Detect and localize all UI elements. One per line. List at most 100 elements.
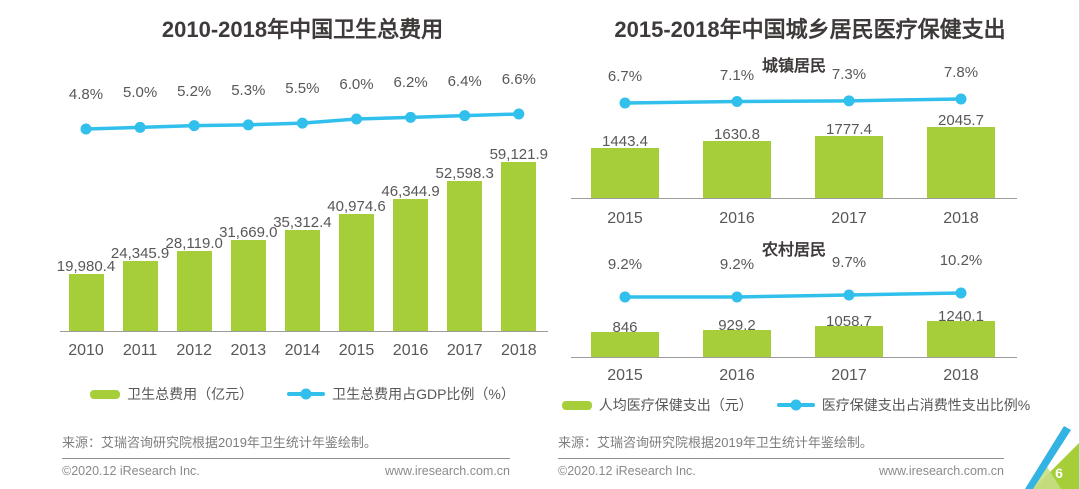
website-text: www.iresearch.com.cn (384, 464, 510, 478)
pct-left-2011: 5.0% (122, 84, 158, 102)
footer-divider-right (558, 458, 1004, 459)
legend-line-label: 医疗保健支出占消费性支出比例% (821, 397, 1031, 413)
page-corner-decoration: 6 (1025, 426, 1079, 489)
year-left-2013: 2013 (230, 342, 267, 359)
pct-rural-2016: 9.2% (719, 256, 755, 273)
bar-urban-2016 (703, 141, 771, 198)
year-rural-2015: 2015 (607, 367, 643, 384)
line-point-left-2015 (351, 113, 362, 125)
year-urban-2015: 2015 (607, 210, 643, 227)
pct-left-2017: 6.4% (447, 72, 482, 90)
source-note-right: 来源：艾瑞咨询研究院根据2019年卫生统计年鉴绘制。 (558, 435, 873, 450)
bar-value-urban-2016: 1630.8 (714, 126, 760, 144)
bar-left-2014 (284, 230, 320, 331)
trend-line-rural (625, 291, 962, 299)
bar-value-urban-2017: 1777.4 (826, 121, 872, 139)
corner-light-green-triangle (1031, 465, 1061, 489)
line-point-urban-2016 (731, 96, 743, 108)
bar-value-left-2016: 46,344.9 (381, 182, 440, 200)
year-rural-2016: 2016 (719, 367, 755, 384)
bar-rural-2015 (591, 332, 659, 357)
legend-bar-label: 卫生总费用（亿元） (127, 386, 254, 402)
line-point-urban-2018 (955, 93, 967, 105)
year-left-2016: 2016 (392, 342, 429, 359)
bar-legend-swatch-icon (90, 389, 121, 399)
year-urban-2017: 2017 (831, 210, 867, 227)
line-point-left-2017 (459, 110, 471, 122)
pct-urban-2016: 7.1% (719, 66, 755, 84)
line-point-left-2011 (134, 121, 146, 133)
legend-item-bar: 卫生总费用（亿元） (90, 384, 253, 404)
bar-rural-2016 (703, 330, 771, 357)
rural-chart-subtitle: 农村居民 (761, 242, 826, 259)
pct-left-2010: 4.8% (68, 86, 104, 103)
bar-value-left-2013: 31,669.0 (219, 224, 278, 242)
year-left-2012: 2012 (176, 342, 212, 359)
legend-line-label: 卫生总费用占GDP比例（%） (332, 386, 515, 402)
legend-item-line: 医疗保健支出占消费性支出比例% (776, 395, 1031, 415)
pct-left-2012: 5.2% (177, 82, 212, 100)
bar-value-rural-2015: 846 (612, 319, 638, 337)
website-text: www.iresearch.com.cn (878, 464, 1004, 478)
bar-rural-2017 (815, 326, 883, 357)
pct-urban-2017: 7.3% (831, 65, 867, 83)
bar-legend-swatch-icon (561, 400, 592, 410)
line-point-left-2013 (242, 119, 254, 131)
line-point-rural-2018 (955, 287, 967, 299)
right-chart-legend: 人均医疗保健支出（元） 医疗保健支出占消费性支出比例% (552, 395, 1040, 415)
pct-rural-2015: 9.2% (607, 256, 643, 273)
line-legend-marker-icon (287, 388, 326, 400)
corner-blue-stripe (1025, 426, 1071, 489)
bar-urban-2015 (591, 147, 659, 198)
copyright-text: ©2020.12 iResearch Inc. (62, 464, 200, 478)
trend-line-urban (624, 97, 962, 105)
year-left-2015: 2015 (338, 342, 375, 359)
bar-left-2013 (230, 240, 266, 331)
year-rural-2018: 2018 (943, 367, 979, 384)
urban-chart-subtitle: 城镇居民 (761, 58, 826, 75)
line-point-rural-2015 (619, 291, 631, 303)
pct-left-2015: 6.0% (339, 76, 374, 93)
source-note-left: 来源：艾瑞咨询研究院根据2019年卫生统计年鉴绘制。 (62, 435, 377, 450)
line-point-left-2018 (513, 108, 525, 120)
year-left-2014: 2014 (284, 342, 321, 359)
bar-urban-2018 (927, 127, 995, 198)
legend-bar-label: 人均医疗保健支出（元） (598, 397, 753, 413)
pct-urban-2018: 7.8% (943, 64, 979, 81)
x-axis-left (60, 331, 548, 332)
bar-urban-2017 (815, 136, 883, 198)
pct-left-2016: 6.2% (393, 74, 428, 92)
left-chart-title: 2010-2018年中国卫生总费用 (161, 17, 444, 42)
bar-value-urban-2018: 2045.7 (938, 112, 984, 129)
line-point-left-2010 (80, 123, 92, 135)
pct-left-2018: 6.6% (501, 71, 536, 88)
line-point-left-2016 (405, 111, 417, 123)
bar-value-left-2018: 59,121.9 (489, 146, 548, 163)
bar-left-2010 (68, 273, 104, 331)
bar-value-left-2014: 35,312.4 (273, 214, 332, 232)
bar-value-rural-2016: 929.2 (718, 317, 756, 335)
year-left-2011: 2011 (122, 342, 158, 359)
line-point-urban-2017 (843, 95, 855, 107)
trend-line-left (85, 112, 519, 131)
right-chart-title: 2015-2018年中国城乡居民医疗保健支出 (614, 17, 1006, 42)
bar-left-2018 (501, 162, 537, 331)
year-urban-2018: 2018 (943, 210, 979, 227)
bar-value-rural-2017: 1058.7 (826, 313, 872, 331)
footer-right: ©2020.12 iResearch Inc. www.iresearch.co… (558, 464, 1004, 478)
bar-left-2017 (447, 180, 483, 331)
footer-left: ©2020.12 iResearch Inc. www.iresearch.co… (62, 464, 510, 478)
x-axis-urban (571, 198, 1017, 199)
bar-left-2012 (176, 250, 212, 331)
bar-value-left-2010: 19,980.4 (56, 257, 116, 275)
legend-item-line: 卫生总费用占GDP比例（%） (287, 384, 515, 404)
bar-value-rural-2018: 1240.1 (938, 308, 984, 325)
copyright-text: ©2020.12 iResearch Inc. (558, 464, 696, 478)
bar-rural-2018 (927, 321, 995, 357)
page-number: 6 (1055, 465, 1063, 481)
year-left-2017: 2017 (446, 342, 483, 359)
year-left-2010: 2010 (68, 342, 104, 359)
footer-divider-left (62, 458, 510, 459)
